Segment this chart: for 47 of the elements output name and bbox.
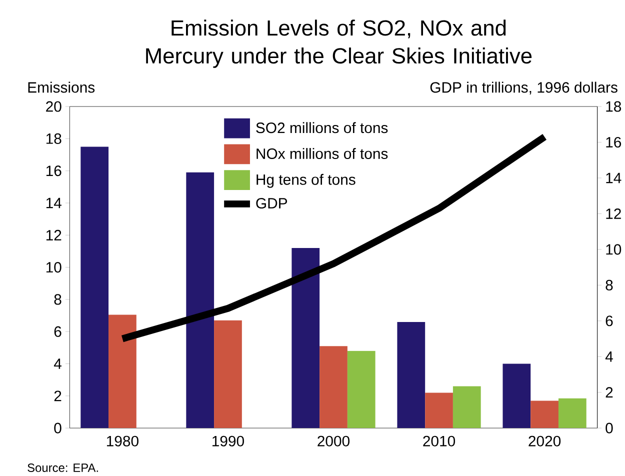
y2-tick-label: 2 [606, 387, 613, 398]
source-note: Source: EPA. [28, 464, 98, 472]
legend-label: GDP [256, 198, 288, 209]
x-tick-label: 1990 [212, 436, 244, 446]
y2-tick-label: 8 [606, 280, 613, 291]
chart-title: Emission Levels of SO2, NOx and Mercury under the Clear Skies Initiative [146, 20, 532, 68]
y2-tick-label: 18 [606, 101, 622, 112]
bar [292, 248, 320, 428]
y2-tick-label: 14 [606, 172, 622, 184]
bar [558, 398, 586, 428]
y2-tick-label: 0 [606, 422, 613, 434]
bar [80, 146, 109, 428]
y2-axis-title: GDP in trillions, 1996 dollars [430, 82, 618, 95]
bar [502, 364, 531, 428]
y-tick-label: 6 [54, 326, 62, 337]
bar [320, 346, 348, 428]
x-tick-label: 2000 [318, 436, 350, 446]
legend-label: SO2 millions of tons [256, 122, 388, 134]
bar [425, 392, 453, 428]
y2-tick-label: 12 [606, 208, 621, 219]
y-tick-label: 10 [46, 262, 62, 273]
y-tick-label: 14 [46, 198, 62, 208]
bar [214, 320, 242, 428]
y-tick-label: 8 [54, 294, 62, 305]
y2-tick-label: 16 [606, 137, 622, 148]
bar [347, 350, 376, 428]
y-tick-label: 16 [46, 166, 62, 176]
bar [397, 322, 426, 428]
bar [186, 172, 214, 428]
legend-label: NOx millions of tons [256, 148, 388, 160]
x-tick-label: 2020 [528, 436, 561, 446]
y-tick-label: 20 [46, 101, 62, 112]
bar [108, 314, 136, 428]
y-tick-label: 18 [46, 133, 62, 144]
y-tick-label: 4 [54, 358, 62, 369]
y2-tick-label: 4 [605, 352, 613, 362]
y2-tick-label: 10 [606, 244, 622, 255]
y-tick-label: 12 [46, 230, 62, 240]
y-tick-label: 2 [54, 390, 62, 402]
y2-tick-label: 6 [606, 316, 613, 326]
legend-label: Hg tens of tons [256, 174, 356, 188]
y-tick-label: 0 [54, 422, 62, 434]
y-axis-title: Emissions [28, 82, 95, 93]
x-tick-label: 2010 [423, 436, 456, 446]
x-tick-label: 1980 [106, 436, 138, 446]
bar [530, 400, 558, 428]
bar [452, 386, 481, 428]
